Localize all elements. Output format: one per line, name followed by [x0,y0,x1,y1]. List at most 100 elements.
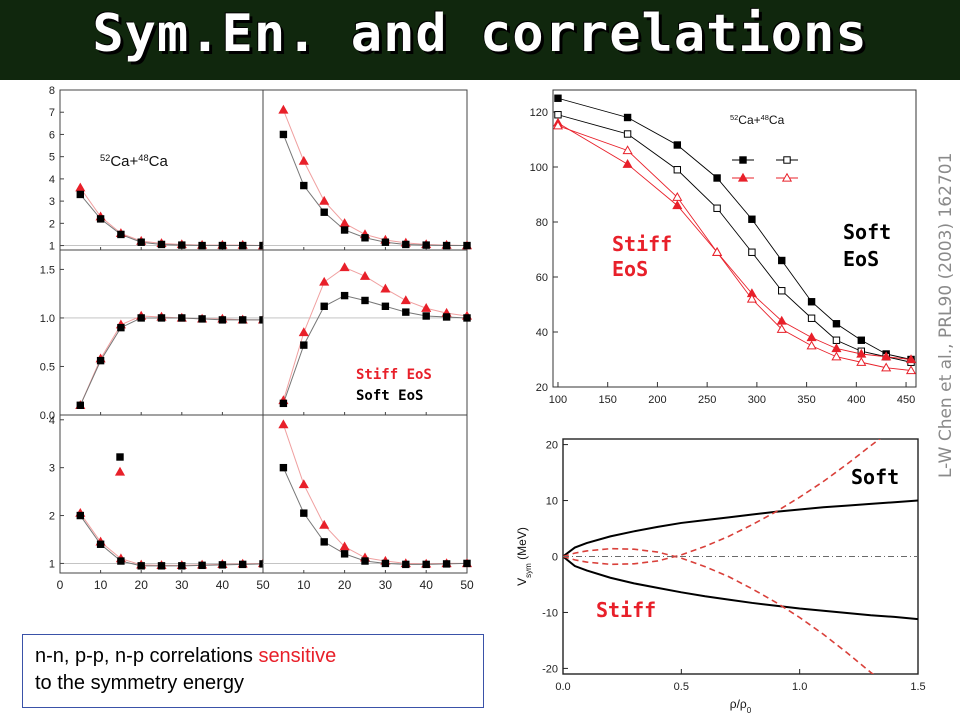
stiff-eos-top-line1: Stiff [612,232,673,256]
x-tick-label: 350 [797,394,815,406]
data-point [298,327,309,337]
x-tick-label: 50 [256,578,270,592]
y-axis-label-part: (MeV) [515,527,529,563]
emission-series [554,111,915,366]
data-point [748,248,756,256]
data-point [380,283,391,293]
data-point [554,94,562,102]
y-tick-label: 10 [546,496,558,508]
reaction-label: 52Ca+48Ca [730,113,785,128]
data-point [300,181,308,190]
corr-panel: 1 2 3 4 5 6 7 8 52Ca+48Ca [49,85,269,253]
reaction-label-part: Ca [149,153,169,170]
data-point [76,401,84,409]
x-tick-label: 30 [379,578,393,592]
y-tick-label: 120 [530,107,548,119]
y-tick-label: 1 [49,241,55,253]
y-tick-label: 20 [536,382,548,394]
y-tick-label: 4 [49,415,55,427]
data-point [905,365,917,375]
x-tick-label: 20 [338,578,352,592]
x-tick-label: 20 [135,578,149,592]
data-point [157,314,166,322]
x-tick-label: 150 [599,394,617,406]
caption: n-n, p-p, n-p correlations sensitive to t… [35,643,336,697]
caption-box: n-n, p-p, n-p correlations sensitive to t… [22,634,484,708]
y-tick-label: 0.0 [40,410,55,422]
data-point [463,241,471,250]
series-line [563,499,918,558]
data-point [673,166,682,174]
data-point [319,276,330,286]
plot-frame [552,89,917,388]
data-point [712,247,723,256]
data-point [381,302,390,310]
title-bar [0,0,960,80]
data-point [137,238,145,246]
data-point [320,208,328,216]
data-point [198,241,206,250]
data-point [806,340,817,350]
data-point [673,141,682,149]
data-point [137,562,145,570]
y-tick-label: 2 [49,218,55,230]
stiff-eos-top-line2: EoS [612,257,649,281]
slide-title: Sym.En. and correlations [92,4,868,64]
stiff-bottom-label: Stiff [596,598,657,622]
series-line [282,266,468,401]
stiff-eos-top-label: Stiff EoS [612,232,672,282]
data-point [117,230,125,239]
data-point [422,560,430,569]
data-point [361,557,369,565]
y-tick-label: 1.0 [40,313,55,325]
data-point [279,463,288,472]
data-point [340,291,349,300]
data-point [672,192,683,201]
data-point [96,540,105,548]
y-tick-label: 1.5 [40,264,55,276]
data-point [442,560,451,568]
panel-frame [262,89,468,251]
data-point [857,336,866,344]
reaction-label-part: 52 [730,113,738,122]
data-point [554,111,562,119]
panel-frame [59,414,264,574]
data-point [746,293,757,303]
corr-panel: 0.0 0.5 1.0 1.5 [40,249,269,422]
x-axis-label-part: 0 [747,706,752,715]
y-axis-label: Vsym (MeV) [515,527,533,586]
x-tick-label: 0 [57,578,64,592]
x-tick-label: 0.0 [555,681,570,693]
data-point [298,155,309,165]
reaction-label-part: Ca+ [738,113,760,127]
data-point [421,303,432,312]
legend-marker [114,466,126,476]
data-point [76,190,84,199]
panel-frame [262,414,468,574]
data-point [218,561,227,569]
data-point [320,302,328,310]
data-point [76,511,84,520]
y-tick-label: -20 [542,663,558,675]
caption-prefix: n-n, p-p, n-p correlations [35,645,259,667]
y-tick-label: 2 [49,511,55,523]
data-point [339,262,350,272]
data-point [381,559,390,568]
series-line [563,555,918,621]
data-point [402,560,410,569]
data-point [359,270,371,280]
y-tick-label: 3 [49,196,55,208]
y-tick-label: 7 [49,107,55,119]
reaction-label-part: 48 [138,153,148,163]
y-tick-label: 100 [530,162,548,174]
data-point [137,314,145,322]
soft-eos-top-label: Soft EoS [843,219,891,273]
data-point [218,316,227,324]
emission-time-chart: 100 150 200 250 300 350 400 450 20 40 60 80 100 120 52… [530,89,917,406]
data-point [96,215,105,223]
panel-frame [59,249,264,416]
data-point [319,195,330,205]
data-point [319,519,330,529]
